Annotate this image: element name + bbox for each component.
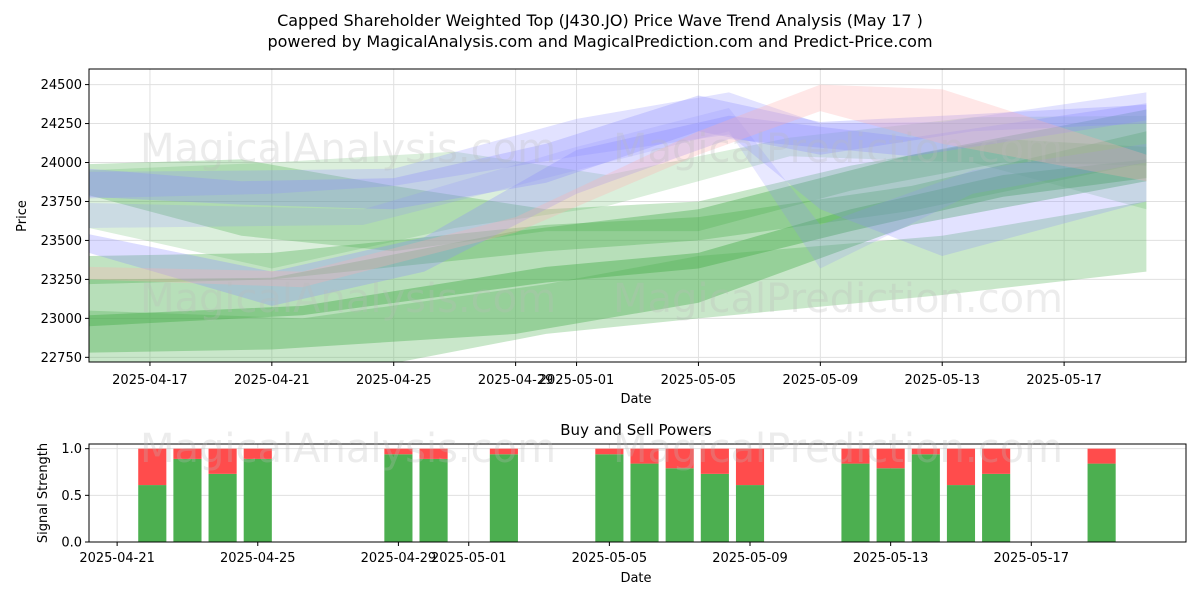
buy-power-bar [841,463,870,542]
watermark-analysis-top: MagicalAnalysis.com [140,126,556,172]
price-y-tick-label: 24000 [41,156,82,171]
buy-power-bar [665,468,694,542]
price-x-tick-label: 2025-04-17 [112,373,188,388]
sell-power-bar [489,448,518,455]
chart-subtitle: powered by MagicalAnalysis.com and Magic… [267,32,932,51]
powers-y-tick-label: 0.5 [61,489,82,504]
powers-x-tick-label: 2025-05-17 [994,551,1070,566]
price-plot-frame [88,68,1187,363]
powers-x-tick-label: 2025-05-13 [853,551,929,566]
sell-power-bar [700,448,729,474]
price-wave-band-blue [89,108,1147,269]
powers-x-tick-label: 2025-04-29 [361,551,437,566]
buy-power-bar [735,485,765,542]
powers-x-axis-label: Date [620,571,651,586]
sell-power-bar [946,448,976,486]
sell-power-bar [138,448,167,486]
price-y-tick-label: 24250 [41,117,82,132]
buy-power-bar [489,454,518,542]
price-wave-band-green [89,131,1147,285]
sell-power-bar [1087,448,1116,464]
price-wave-band-blue [89,95,1147,210]
powers-x-tick-label: 2025-05-01 [431,551,507,566]
price-x-tick-label: 2025-04-25 [356,373,432,388]
powers-y-tick-label: 0.0 [61,536,82,551]
chart-title: Capped Shareholder Weighted Top (J430.JO… [277,11,923,30]
powers-bars [138,448,1116,542]
price-wave-bands [89,84,1147,362]
buy-power-bar [982,473,1011,542]
powers-title: Buy and Sell Powers [560,421,712,439]
buy-power-bar [595,454,624,542]
sell-power-bar [982,448,1011,474]
price-wave-band-green [89,139,1147,252]
watermark-analysis-bottom: MagicalAnalysis.com [140,426,556,472]
price-x-tick-label: 2025-05-01 [539,373,615,388]
price-y-tick-label: 22750 [41,351,82,366]
price-x-axis-label: Date [620,392,651,407]
price-y-tick-label: 23500 [41,234,82,249]
watermarks: MagicalAnalysis.com MagicalPrediction.co… [140,126,1063,472]
price-wave-band-green [89,159,1147,327]
price-x-tick-label: 2025-05-13 [904,373,980,388]
price-y-tick-label: 23750 [41,195,82,210]
sell-power-bar [243,448,272,459]
price-y-tick-label: 23250 [41,273,82,288]
powers-plot-frame [88,443,1187,543]
price-x-tick-label: 2025-05-09 [783,373,859,388]
price-y-tick-label: 24500 [41,78,82,93]
buy-power-bar [419,458,448,542]
sell-power-bar [876,448,905,469]
watermark-prediction-middle: MagicalPrediction.com [613,276,1063,322]
powers-y-axis-label: Signal Strength [36,443,51,543]
buy-power-bar [630,463,659,542]
price-wave-band-green [89,115,1147,269]
buy-power-bar [243,458,272,542]
buy-power-bar [208,473,237,542]
price-x-tick-label: 2025-05-05 [661,373,737,388]
sell-power-bar [841,448,870,464]
watermark-analysis-middle: MagicalAnalysis.com [140,276,556,322]
band-layer [89,84,1147,362]
buy-power-bar [138,485,167,542]
sell-power-bar [384,448,413,455]
price-x-tick-label: 2025-05-17 [1026,373,1102,388]
sell-power-bar [735,448,765,486]
watermark-prediction-top: MagicalPrediction.com [613,126,1063,172]
price-x-tick-label: 2025-04-21 [234,373,310,388]
powers-x-tick-label: 2025-04-25 [220,551,296,566]
sell-power-bar [665,448,694,469]
price-wave-band-pink [89,84,1147,288]
sell-power-bar [630,448,659,464]
powers-x-tick-label: 2025-04-21 [79,551,155,566]
price-wave-band-blue [89,92,1147,257]
sell-power-bar [595,448,624,455]
sell-power-bar [419,448,448,459]
price-grid [89,69,1186,362]
powers-x-tick-label: 2025-05-05 [572,551,648,566]
buy-power-bar [911,454,940,542]
powers-axis-ticks: 2025-04-21 2025-04-25 2025-04-292025-05-01… [61,442,1069,566]
price-y-axis-label: Price [15,200,30,232]
price-wave-band-green [89,201,1147,362]
powers-y-tick-label: 1.0 [61,442,82,457]
watermark-prediction-bottom: MagicalPrediction.com [613,426,1063,472]
buy-power-bar [700,473,729,542]
buy-power-bar [1087,463,1116,542]
powers-x-tick-label: 2025-05-09 [712,551,788,566]
buy-power-bar [946,485,976,542]
price-x-tick-label: 2025-04-29 [478,373,554,388]
buy-power-bar [173,458,202,542]
price-wave-band-green [89,109,1147,353]
sell-power-bar [208,448,237,474]
sell-power-bar [911,448,940,455]
price-axis-ticks: 2025-04-17 2025-04-21 2025-04-25 2025-04-29… [41,78,1102,388]
buy-power-bar [876,468,905,542]
sell-power-bar [173,448,202,459]
price-wave-band-blue [89,103,1147,306]
buy-power-bar [384,454,413,542]
price-y-tick-label: 23000 [41,312,82,327]
